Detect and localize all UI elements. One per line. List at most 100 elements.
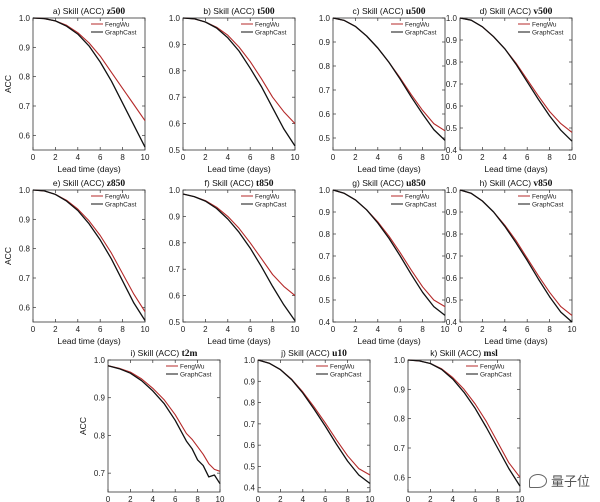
x-tick-label: 10: [291, 325, 300, 334]
legend-label-graphcast: GraphCast: [105, 29, 137, 36]
panel-t500: b) Skill (ACC) t500 0.5 0.6 0.7 0.8 0.9 1.0 0 2 4…: [169, 6, 300, 174]
x-tick-label: 8: [195, 495, 200, 502]
panel-variable: t2m: [182, 349, 198, 359]
y-tick-label: 0.8: [244, 399, 256, 408]
series-line-graphcast: [182, 193, 296, 322]
panel-variable: msl: [484, 349, 499, 359]
y-tick-label: 0.4: [446, 318, 458, 327]
x-tick-label: 2: [53, 325, 58, 334]
x-tick-label: 10: [291, 153, 300, 162]
panel-variable: v850: [533, 179, 552, 189]
x-tick-label: 10: [441, 325, 450, 334]
panel-title: e) Skill (ACC) z850: [53, 178, 126, 189]
x-tick-label: 8: [547, 153, 552, 162]
x-tick-label: 2: [353, 325, 358, 334]
panel-label: b) Skill (ACC): [203, 6, 257, 16]
y-tick-label: 0.8: [319, 230, 331, 239]
panel-variable: z850: [107, 179, 126, 189]
series-line-fengwu: [182, 193, 296, 297]
x-axis-label: Lead time (days): [57, 164, 120, 174]
panel-title: g) Skill (ACC) u850: [352, 178, 426, 189]
y-tick-label: 0.7: [319, 252, 331, 261]
x-axis-label: Lead time (days): [207, 164, 270, 174]
panel-label: f) Skill (ACC): [205, 178, 256, 188]
y-tick-label: 0.6: [19, 131, 31, 140]
y-tick-label: 0.8: [319, 62, 331, 71]
panel-label: e) Skill (ACC): [53, 178, 107, 188]
x-tick-label: 10: [141, 153, 150, 162]
legend-label-graphcast: GraphCast: [532, 29, 564, 36]
legend-label-fengwu: FengWu: [105, 193, 130, 200]
y-tick-label: 0.7: [446, 252, 458, 261]
series-line-graphcast: [257, 359, 371, 485]
y-tick-label: 0.6: [169, 292, 181, 301]
y-tick-label: 0.6: [19, 303, 31, 312]
panel-variable: u10: [332, 349, 347, 359]
y-tick-label: 0.8: [94, 431, 106, 440]
panel-t2m: i) Skill (ACC) t2m0.70.80.91.00246810Lea…: [78, 348, 225, 502]
x-tick-label: 6: [98, 153, 103, 162]
panel-z500: a) Skill (ACC) z500 0.6 0.7 0.8 0.9 1.0 0 2 4 6 8 1…: [3, 6, 150, 174]
x-tick-label: 8: [420, 325, 425, 334]
x-tick-label: 0: [458, 153, 463, 162]
x-tick-label: 6: [398, 325, 403, 334]
x-axis-label: Lead time (days): [57, 336, 120, 346]
y-tick-label: 0.8: [169, 67, 181, 76]
y-tick-label: 0.7: [244, 420, 256, 429]
x-tick-label: 6: [248, 325, 253, 334]
panel-v850: h) Skill (ACC) v850 0.4 0.5 0.6 0.7 0.8 0.9 1.0…: [446, 178, 577, 346]
y-tick-label: 0.6: [319, 274, 331, 283]
legend-label-fengwu: FengWu: [405, 193, 430, 200]
y-tick-label: 0.5: [244, 462, 256, 471]
series-line-graphcast: [107, 365, 221, 485]
x-tick-label: 10: [141, 325, 150, 334]
y-tick-label: 0.8: [446, 58, 458, 67]
x-tick-label: 8: [120, 325, 125, 334]
x-tick-label: 2: [203, 153, 208, 162]
plot-frame: [459, 189, 573, 323]
y-tick-label: 1.0: [319, 186, 331, 195]
y-tick-label: 1.0: [446, 14, 458, 23]
panel-u850: g) Skill (ACC) u850 0.4 0.5 0.6 0.7 0.8 0.9 1.0…: [319, 178, 450, 346]
x-tick-label: 0: [331, 153, 336, 162]
legend-label-graphcast: GraphCast: [330, 371, 362, 378]
plot-frame: [32, 189, 146, 323]
x-tick-label: 8: [495, 495, 500, 502]
panel-t850: f) Skill (ACC) t850 0.5 0.6 0.7 0.8 0.9 1.0 0 2 4…: [169, 178, 300, 346]
y-tick-label: 0.9: [169, 40, 181, 49]
legend-label-fengwu: FengWu: [255, 21, 280, 28]
x-axis-label: Lead time (days): [357, 164, 420, 174]
y-axis-label: ACC: [3, 75, 13, 93]
legend-label-fengwu: FengWu: [105, 21, 130, 28]
y-tick-label: 0.7: [94, 469, 106, 478]
series-line-graphcast: [32, 17, 146, 148]
plot-frame: [182, 189, 296, 323]
x-tick-label: 2: [480, 153, 485, 162]
x-tick-label: 6: [525, 325, 530, 334]
plot-frame: [459, 17, 573, 151]
y-tick-label: 1.0: [19, 186, 31, 195]
legend-label-graphcast: GraphCast: [480, 371, 512, 378]
x-axis-label: Lead time (days): [357, 336, 420, 346]
x-tick-label: 8: [420, 153, 425, 162]
panel-title: h) Skill (ACC) v850: [480, 178, 553, 189]
x-tick-label: 10: [516, 495, 525, 502]
panel-variable: u500: [406, 7, 426, 17]
panel-u500: c) Skill (ACC) u500 0.5 0.6 0.7 0.8 0.9 1.0 0 2 4…: [319, 6, 450, 174]
panel-label: c) Skill (ACC): [353, 6, 406, 16]
y-tick-label: 0.9: [446, 208, 458, 217]
legend-label-fengwu: FengWu: [255, 193, 280, 200]
y-tick-label: 1.0: [394, 356, 406, 365]
plot-frame: [407, 359, 521, 493]
panel-variable: t850: [256, 179, 274, 189]
x-tick-label: 10: [568, 325, 577, 334]
y-tick-label: 1.0: [19, 14, 31, 23]
y-tick-label: 0.9: [19, 215, 31, 224]
y-tick-label: 0.5: [319, 296, 331, 305]
panel-variable: z500: [107, 7, 126, 17]
x-tick-label: 4: [451, 495, 456, 502]
panel-variable: v500: [533, 7, 552, 17]
panel-title: c) Skill (ACC) u500: [353, 6, 426, 17]
plot-frame: [32, 17, 146, 151]
y-tick-label: 0.9: [19, 43, 31, 52]
